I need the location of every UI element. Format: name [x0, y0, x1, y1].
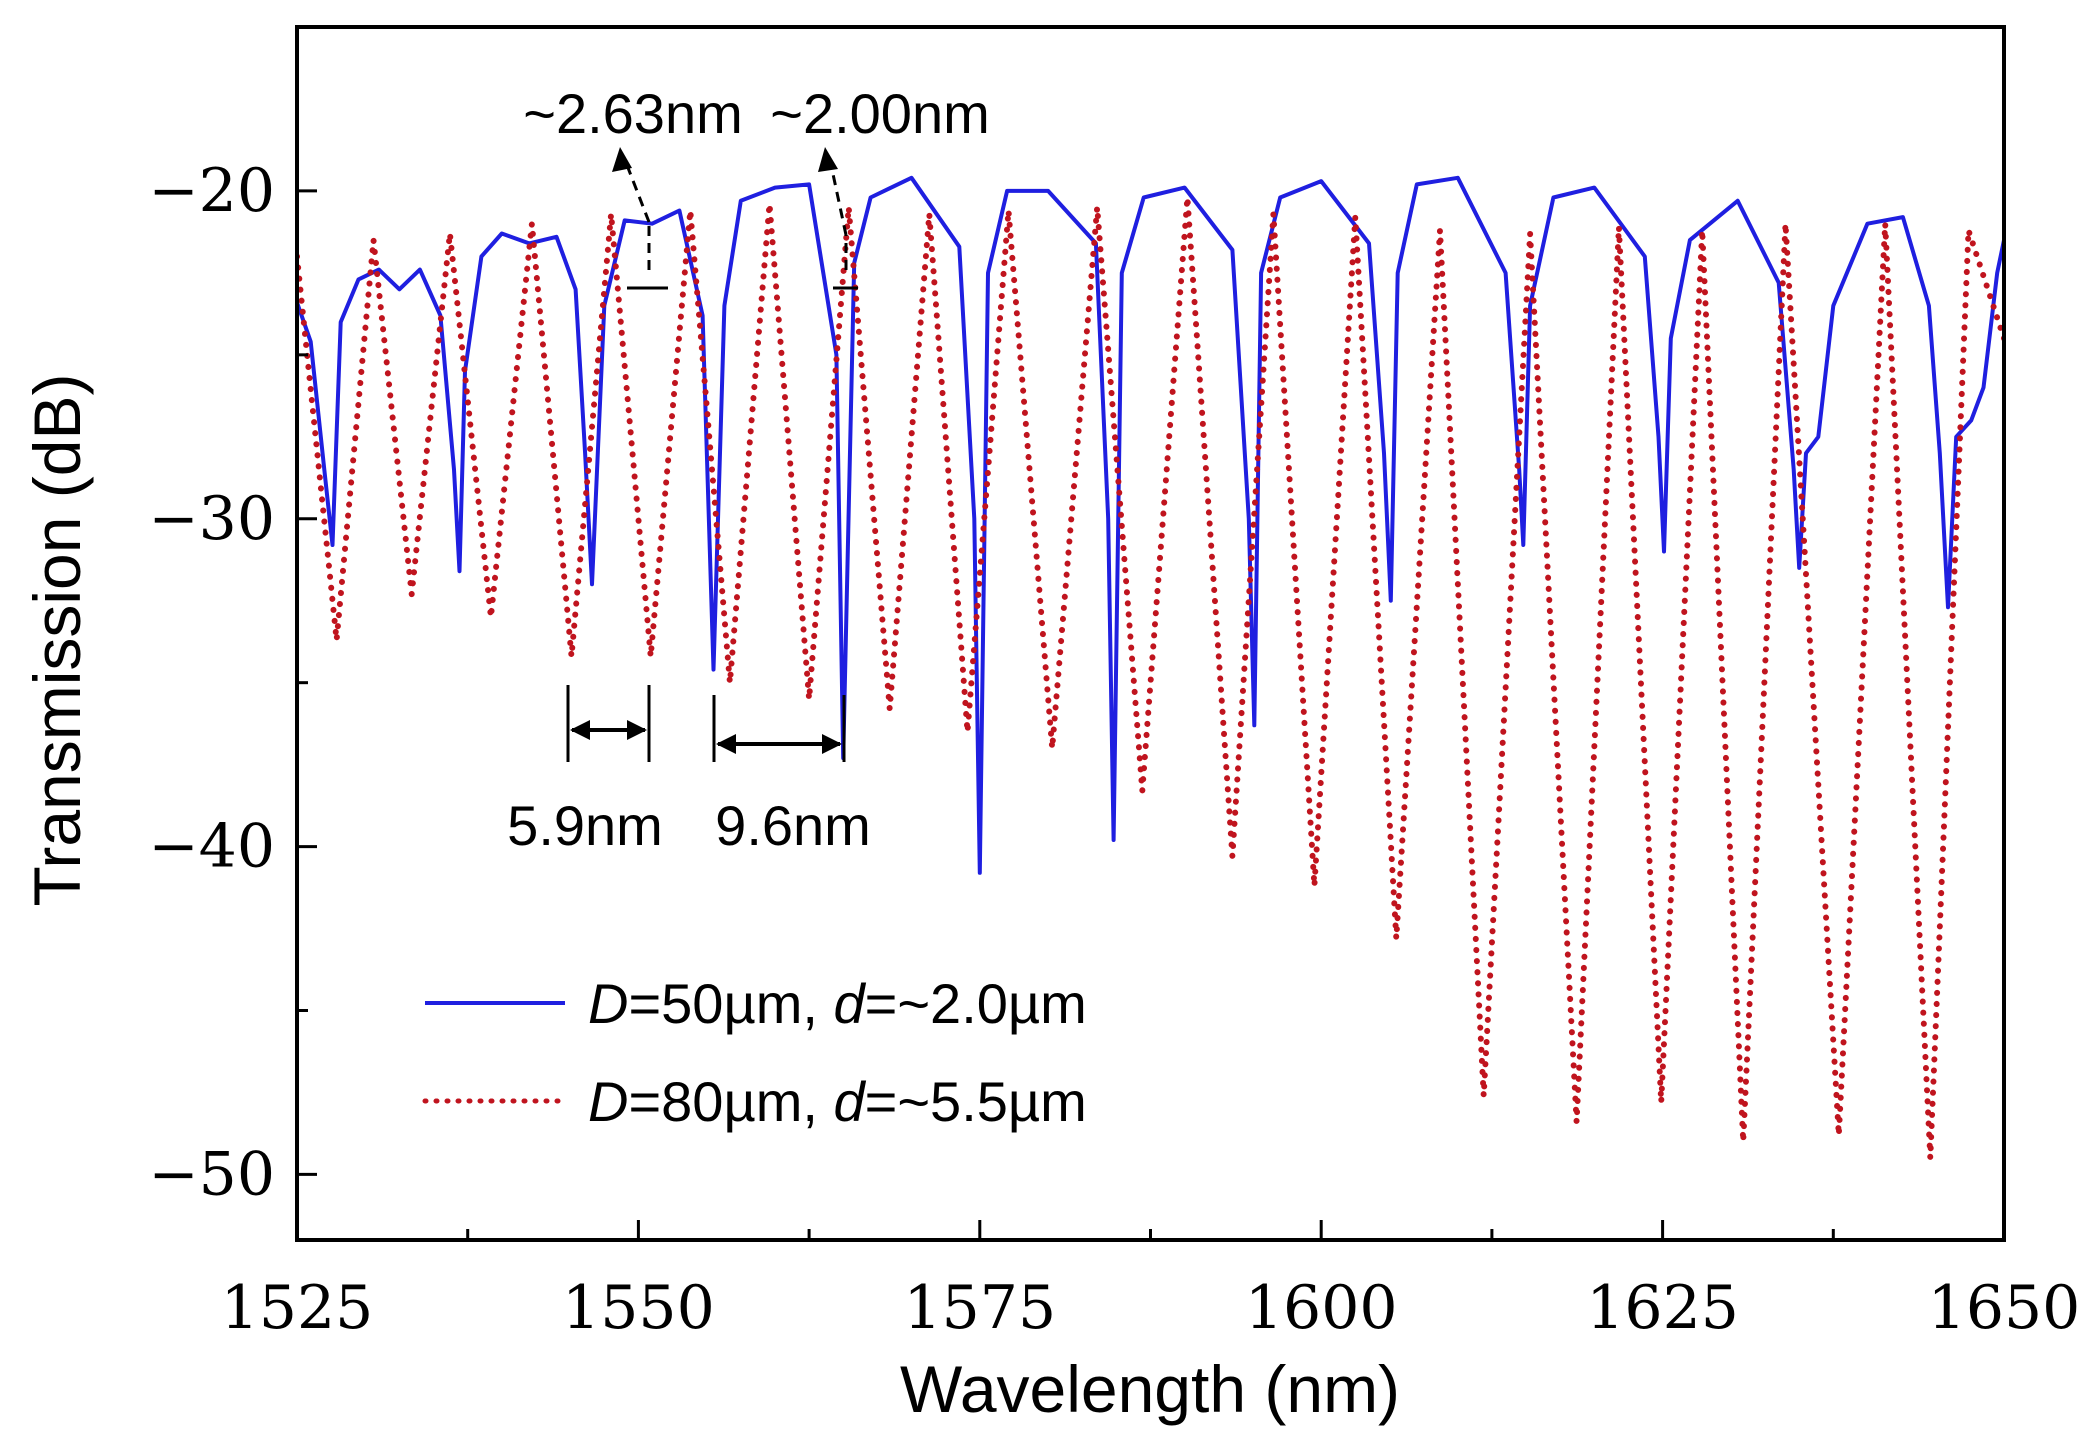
- x-tick-label-1600: 1600: [1245, 1273, 1398, 1343]
- fsr-annotation-large: 9.6nm: [712, 695, 871, 857]
- x-tick-label-1650: 1650: [1928, 1273, 2081, 1343]
- depth-annotation-a: ~2.63nm: [523, 82, 743, 290]
- plot-area: [297, 175, 2004, 1161]
- legend-label-series-2: D=80µm, d=~5.5µm: [588, 1070, 1087, 1133]
- x-tick-label-1575: 1575: [903, 1273, 1056, 1343]
- x-axis-title: Wavelength (nm): [900, 1352, 1400, 1426]
- series-line-2: [297, 194, 2004, 1161]
- fsr-label-large: 9.6nm: [715, 794, 871, 857]
- depth-label-a: ~2.63nm: [523, 82, 743, 145]
- y-tick-label--50: −50: [148, 1139, 275, 1209]
- series-line-1: [297, 175, 2004, 875]
- y-tick-label--30: −30: [148, 484, 275, 554]
- x-tick-label-1625: 1625: [1586, 1273, 1739, 1343]
- y-axis-title: Transmission (dB): [20, 374, 94, 907]
- x-tick-label-1525: 1525: [221, 1273, 374, 1343]
- legend: D=50µm, d=~2.0µm D=80µm, d=~5.5µm: [422, 972, 1087, 1133]
- axis-ticks: 1525 1550 1575 1600 1625 1650 −20 −30 −40 −50: [148, 25, 2081, 1343]
- fsr-label-small: 5.9nm: [507, 794, 663, 857]
- legend-label-series-1: D=50µm, d=~2.0µm: [588, 972, 1087, 1035]
- fsr-annotation-small: 5.9nm: [507, 685, 663, 857]
- depth-label-b: ~2.00nm: [770, 82, 990, 145]
- legend-entry-series-1: D=50µm, d=~2.0µm: [425, 972, 1087, 1035]
- y-tick-label--20: −20: [148, 156, 275, 226]
- x-tick-label-1550: 1550: [562, 1273, 715, 1343]
- y-tick-label--40: −40: [148, 812, 275, 882]
- legend-entry-series-2: D=80µm, d=~5.5µm: [422, 1070, 1087, 1133]
- depth-annotation-b: ~2.00nm: [770, 82, 990, 290]
